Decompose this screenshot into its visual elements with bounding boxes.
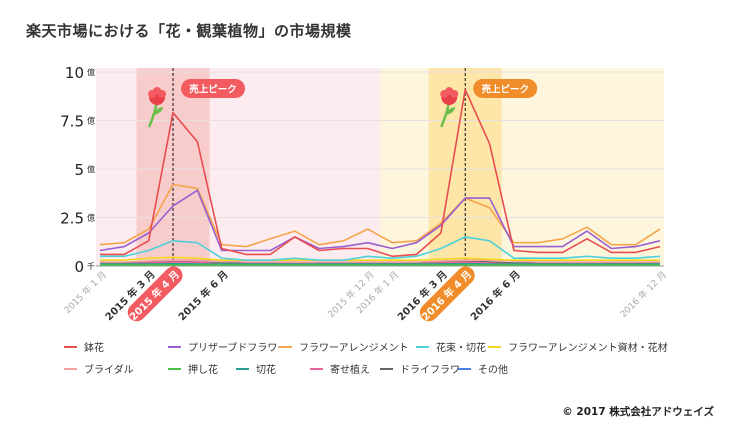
y-tick-unit-4: 億	[87, 67, 95, 77]
x-tick-label-9: 2016 年 12 月	[617, 268, 669, 320]
x-tick-pill-2	[127, 266, 183, 322]
carnation-petal	[445, 87, 454, 95]
x-tick-label-3: 2015 年 6 月	[175, 268, 230, 323]
copyright: © 2017 株式会社アドウェイズ	[562, 406, 714, 418]
x-tick-pill-7	[419, 266, 475, 322]
y-tick-unit-0: 千	[87, 261, 95, 271]
peak-label-bg-0	[181, 79, 246, 98]
series-line-フラワーアレンジメント	[99, 183, 661, 248]
y-tick-unit-1: 億	[87, 213, 95, 223]
x-tick-label-0: 2015 年 1 月	[61, 268, 109, 316]
series-line-プリザーブドフラワー	[99, 189, 661, 252]
x-tick-group-0: 2015 年 1 月	[61, 268, 109, 316]
carnation-leaf	[446, 107, 456, 115]
x-tick-label-8: 2016 年 6 月	[468, 268, 523, 323]
peak-label-bg-1	[473, 79, 538, 98]
series-line-花束・切花	[100, 236, 661, 262]
y-tick-label-3: 7.5	[60, 113, 84, 131]
carnation-icon	[440, 87, 459, 128]
carnation-petal	[153, 87, 162, 95]
series-line-鉢花	[100, 88, 661, 258]
peak-label-1: 売上ピーク	[481, 84, 529, 96]
y-tick-label-1: 2.5	[60, 210, 84, 228]
y-tick-label-4: 10	[65, 64, 84, 82]
x-tick-group-8: 2016 年 6 月	[468, 268, 523, 323]
y-tick-unit-2: 億	[87, 164, 95, 174]
y-tick-unit-3: 億	[87, 116, 95, 126]
series-line-ブライダル	[100, 259, 660, 263]
carnation-icon	[147, 87, 167, 128]
x-tick-group-3: 2015 年 6 月	[175, 268, 230, 323]
carnation-leaf	[154, 107, 164, 115]
x-tick-group-9: 2016 年 12 月	[617, 268, 669, 320]
y-tick-label-0: 0	[74, 258, 84, 276]
series-line-フラワーアレンジメント資材・花材	[100, 256, 660, 262]
y-tick-label-2: 5	[74, 161, 84, 179]
peak-label-0: 売上ピーク	[189, 84, 237, 96]
chart-title: 楽天市場における「花・観葉植物」の市場規模	[26, 22, 352, 40]
